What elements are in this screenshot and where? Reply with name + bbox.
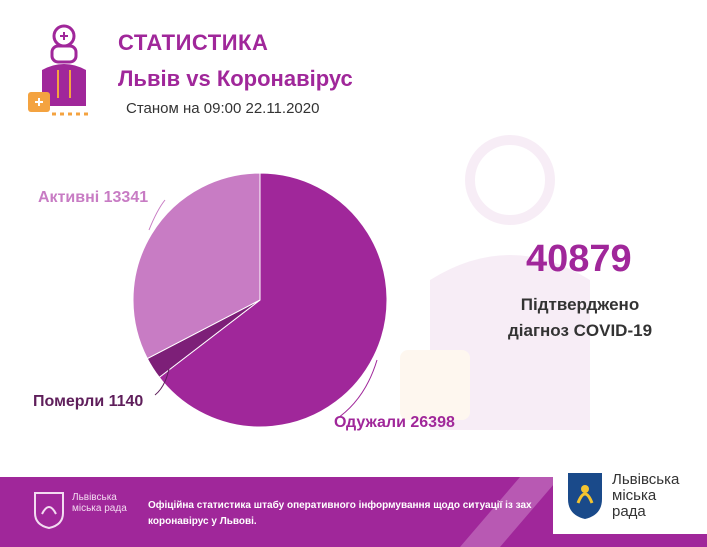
badge-text-line2: міська [612, 487, 657, 504]
confirmed-total: 40879 [526, 238, 632, 280]
doctor-icon [28, 24, 92, 116]
as-of-date: Станом на 09:00 22.11.2020 [126, 100, 320, 117]
pie-slice-0 [158, 172, 388, 428]
slice-label-active: Активні 13341 [38, 189, 149, 206]
footer-description: Офіційна статистика штабу оперативного і… [148, 500, 532, 527]
badge-text-line1: Львівська [612, 471, 680, 488]
lviv-crest-icon [568, 473, 602, 519]
city-crest-icon [34, 492, 64, 530]
page-title: СТАТИСТИКА [118, 30, 269, 55]
badge-text: Львівська міська рада [612, 472, 679, 520]
doctor-watermark-icon [400, 135, 590, 430]
confirmed-caption: Підтверджено діагноз COVID-19 [490, 292, 670, 344]
pie-slice-2 [132, 172, 261, 360]
footer-org-name: Львівська міська рада [72, 492, 127, 514]
leader-line-deaths [154, 368, 170, 396]
badge-text-line3: рада [612, 503, 646, 520]
page-subtitle: Львів vs Коронавірус [118, 66, 353, 91]
leader-line-active [148, 199, 166, 231]
leader-line-recovered [334, 359, 378, 421]
confirmed-caption-line2: діагноз COVID-19 [507, 321, 653, 340]
slice-label-recovered: Одужали 26398 [334, 414, 455, 431]
confirmed-caption-line1: Підтверджено [520, 295, 640, 314]
slice-label-deaths: Померли 1140 [33, 393, 144, 410]
